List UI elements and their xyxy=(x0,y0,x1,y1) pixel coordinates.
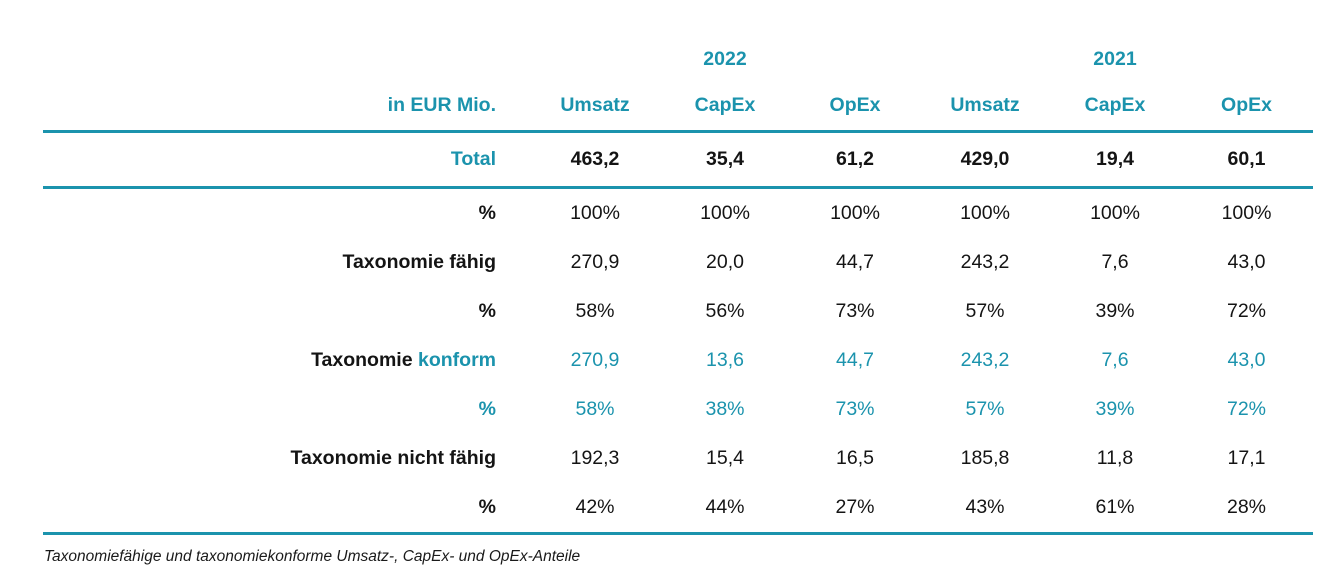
total-value: 463,2 xyxy=(530,131,660,189)
column-header-opex-2021: OpEx xyxy=(1180,80,1313,133)
cell: 17,1 xyxy=(1227,447,1266,469)
year-row-spacer xyxy=(43,38,530,80)
cell: 73% xyxy=(835,398,875,420)
row-label: % xyxy=(478,398,496,420)
cell: 100% xyxy=(570,202,620,224)
year-label-2022: 2022 xyxy=(703,47,747,70)
row-label-black-part: Taxonomie xyxy=(311,349,413,371)
cell: 100% xyxy=(1221,202,1272,224)
column-header-umsatz-2021: Umsatz xyxy=(920,80,1050,133)
cell: 57% xyxy=(965,398,1005,420)
cell: 43,0 xyxy=(1227,251,1266,273)
cell: 192,3 xyxy=(570,447,620,469)
cell: 56% xyxy=(705,300,745,322)
cell: 27% xyxy=(790,483,920,535)
table-row-total-percent: % 100% 100% 100% 100% 100% 100% xyxy=(43,188,1313,239)
row-label-accent-part: konform xyxy=(418,349,496,371)
year-row: 2022 2021 xyxy=(43,38,1313,80)
row-label: Taxonomie nicht fähig xyxy=(290,447,496,469)
unit-label: in EUR Mio. xyxy=(43,80,530,133)
column-header-row: in EUR Mio. Umsatz CapEx OpEx Umsatz Cap… xyxy=(43,80,1313,133)
taxonomy-data-table: 2022 2021 in EUR Mio. Umsatz CapEx OpEx … xyxy=(43,38,1313,535)
cell: 39% xyxy=(1095,398,1135,420)
cell: 72% xyxy=(1226,300,1267,322)
row-label: % xyxy=(478,300,496,322)
table-row-taxonomie-faehig: Taxonomie fähig 270,9 20,0 44,7 243,2 7,… xyxy=(43,238,1313,287)
cell: 57% xyxy=(965,300,1005,322)
total-value: 60,1 xyxy=(1180,131,1313,189)
cell: 44,7 xyxy=(836,251,874,273)
cell: 73% xyxy=(835,300,875,322)
row-label: Taxonomie fähig xyxy=(342,251,497,273)
cell: 43% xyxy=(920,483,1050,535)
column-header-opex-2022: OpEx xyxy=(790,80,920,133)
table-row-konform-percent: % 58% 38% 73% 57% 39% 72% xyxy=(43,385,1313,434)
cell: 20,0 xyxy=(706,251,744,273)
row-label: Taxonomie konform xyxy=(43,336,530,385)
cell: 243,2 xyxy=(960,251,1010,273)
cell: 100% xyxy=(960,202,1010,224)
cell: 42% xyxy=(530,483,660,535)
row-label: % xyxy=(478,202,496,224)
cell: 39% xyxy=(1095,300,1135,322)
cell: 61% xyxy=(1050,483,1180,535)
cell: 58% xyxy=(575,300,615,322)
cell: 43,0 xyxy=(1227,349,1266,371)
cell: 270,9 xyxy=(570,349,620,371)
cell: 44,7 xyxy=(836,349,874,371)
row-label: % xyxy=(43,483,530,535)
total-value: 35,4 xyxy=(660,131,790,189)
cell: 15,4 xyxy=(706,447,744,469)
column-header-capex-2021: CapEx xyxy=(1050,80,1180,133)
table-row-faehig-percent: % 58% 56% 73% 57% 39% 72% xyxy=(43,287,1313,336)
taxonomy-table: 2022 2021 in EUR Mio. Umsatz CapEx OpEx … xyxy=(43,38,1313,566)
total-value: 429,0 xyxy=(920,131,1050,189)
cell: 7,6 xyxy=(1101,349,1129,371)
year-label-2021: 2021 xyxy=(1093,47,1137,70)
table-row-taxonomie-nicht-faehig: Taxonomie nicht fähig 192,3 15,4 16,5 18… xyxy=(43,434,1313,483)
cell: 100% xyxy=(830,202,880,224)
cell: 16,5 xyxy=(836,447,874,469)
cell: 7,6 xyxy=(1101,251,1129,273)
total-value: 19,4 xyxy=(1050,131,1180,189)
cell: 58% xyxy=(575,398,615,420)
cell: 243,2 xyxy=(960,349,1010,371)
table-row-taxonomie-konform: Taxonomie konform 270,9 13,6 44,7 243,2 … xyxy=(43,336,1313,385)
cell: 100% xyxy=(1090,202,1140,224)
cell: 100% xyxy=(700,202,750,224)
column-header-capex-2022: CapEx xyxy=(660,80,790,133)
total-row: Total 463,2 35,4 61,2 429,0 19,4 60,1 xyxy=(43,131,1313,189)
column-header-umsatz-2022: Umsatz xyxy=(530,80,660,133)
cell: 44% xyxy=(660,483,790,535)
total-row-label: Total xyxy=(43,131,530,189)
cell: 72% xyxy=(1226,398,1267,420)
total-value: 61,2 xyxy=(790,131,920,189)
cell: 28% xyxy=(1180,483,1313,535)
cell: 38% xyxy=(705,398,745,420)
table-caption: Taxonomiefähige und taxonomiekonforme Um… xyxy=(44,548,581,565)
cell: 13,6 xyxy=(706,349,744,371)
table-row-nicht-faehig-percent: % 42% 44% 27% 43% 61% 28% xyxy=(43,483,1313,535)
cell: 185,8 xyxy=(960,447,1010,469)
cell: 270,9 xyxy=(570,251,620,273)
cell: 11,8 xyxy=(1096,447,1134,469)
